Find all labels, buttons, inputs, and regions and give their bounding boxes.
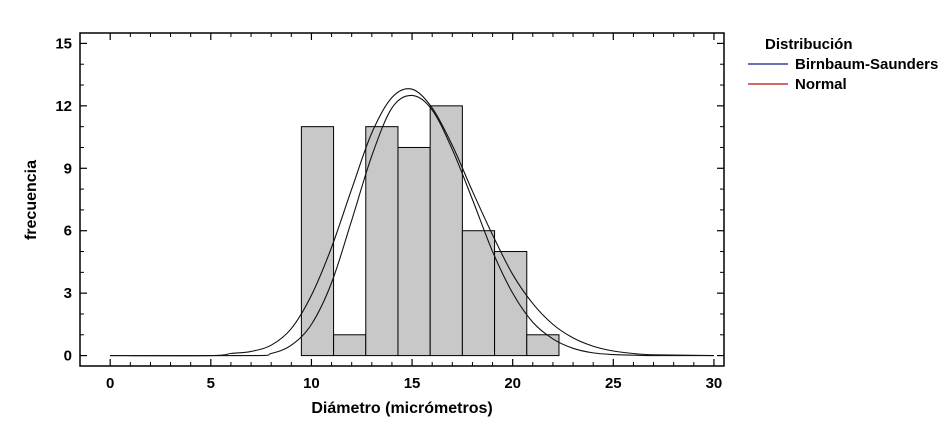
histogram-bar-5 <box>461 230 496 357</box>
curve-birnbaum-saunders <box>110 88 714 357</box>
y-tick-label-3: 3 <box>64 285 72 302</box>
histogram-bar-1 <box>333 334 367 357</box>
histogram-bar-2 <box>365 126 399 357</box>
histogram-bar-3 <box>397 146 431 357</box>
x-tick-label-20: 20 <box>504 375 521 392</box>
y-tick-label-9: 9 <box>64 160 72 177</box>
histogram-bar-7 <box>526 334 560 357</box>
y-tick-label-15: 15 <box>55 35 72 52</box>
legend-label-birnbaum-saunders: Birnbaum-Saunders <box>795 56 938 73</box>
x-tick-label-0: 0 <box>106 375 114 392</box>
histogram-bar-0 <box>300 126 335 357</box>
y-axis-title: frecuencia <box>23 160 40 240</box>
histogram-bar-4 <box>429 105 463 357</box>
x-tick-label-15: 15 <box>404 375 421 392</box>
x-tick-label-30: 30 <box>706 375 723 392</box>
x-tick-label-25: 25 <box>605 375 622 392</box>
legend-label-normal: Normal <box>795 76 847 93</box>
fitted-curves <box>110 88 714 357</box>
x-axis-title: Diámetro (micrómetros) <box>311 400 492 417</box>
x-tick-label-10: 10 <box>303 375 320 392</box>
y-tick-label-12: 12 <box>55 98 72 115</box>
x-tick-label-5: 5 <box>207 375 215 392</box>
curve-normal <box>110 94 714 357</box>
axes: 0 5 10 15 20 25 30 0 3 6 9 12 15 <box>55 33 724 392</box>
histogram-bars <box>300 105 560 357</box>
y-tick-label-0: 0 <box>64 348 72 365</box>
legend-title: Distribución <box>765 36 853 53</box>
y-tick-label-6: 6 <box>64 223 72 240</box>
legend: Distribución Birnbaum-Saunders Normal <box>748 36 938 93</box>
